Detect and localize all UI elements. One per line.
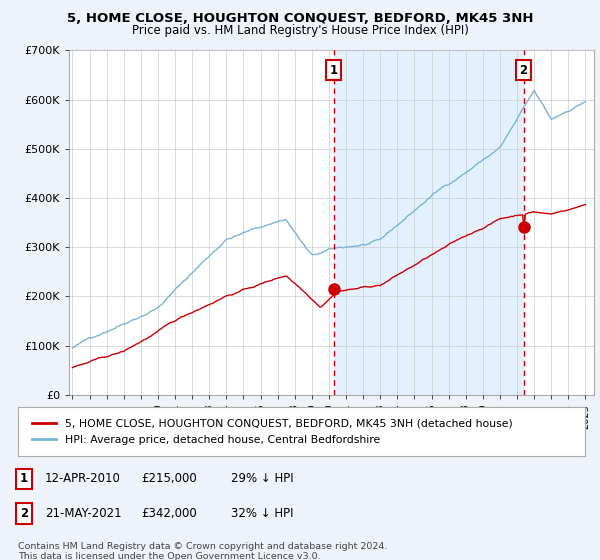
Text: 1: 1 [329, 64, 338, 77]
Bar [334, 50, 524, 395]
Text: 21-MAY-2021: 21-MAY-2021 [45, 507, 122, 520]
Text: 5, HOME CLOSE, HOUGHTON CONQUEST, BEDFORD, MK45 3NH: 5, HOME CLOSE, HOUGHTON CONQUEST, BEDFOR… [67, 12, 533, 25]
Text: Price paid vs. HM Land Registry's House Price Index (HPI): Price paid vs. HM Land Registry's House … [131, 24, 469, 36]
Text: 2: 2 [520, 64, 527, 77]
Text: £215,000: £215,000 [141, 472, 197, 486]
Text: 1: 1 [20, 472, 28, 486]
Text: £342,000: £342,000 [141, 507, 197, 520]
Text: 2: 2 [20, 507, 28, 520]
Text: 29% ↓ HPI: 29% ↓ HPI [231, 472, 293, 486]
Legend: 5, HOME CLOSE, HOUGHTON CONQUEST, BEDFORD, MK45 3NH (detached house), HPI: Avera: 5, HOME CLOSE, HOUGHTON CONQUEST, BEDFOR… [28, 414, 517, 449]
Text: 32% ↓ HPI: 32% ↓ HPI [231, 507, 293, 520]
Text: Contains HM Land Registry data © Crown copyright and database right 2024.
This d: Contains HM Land Registry data © Crown c… [18, 542, 388, 560]
Text: 12-APR-2010: 12-APR-2010 [45, 472, 121, 486]
